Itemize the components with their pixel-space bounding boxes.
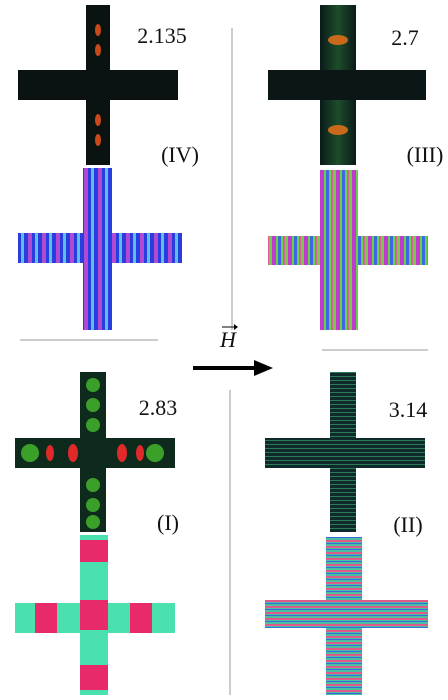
panel-i: 2.83 (I)	[15, 372, 179, 695]
cross-h	[268, 70, 426, 100]
panel-iii: 2.7 (III)	[268, 5, 443, 330]
panel-label: (I)	[157, 510, 179, 535]
cross-h	[265, 438, 425, 468]
panel-ii: 3.14 (II)	[265, 372, 428, 695]
cross-h	[18, 233, 182, 263]
panel-label: (III)	[407, 142, 444, 167]
panel-iv: 2.135 (IV)	[18, 5, 199, 330]
cross-h	[268, 236, 428, 265]
field-arrow: H	[193, 324, 273, 376]
figure: 2.135 (IV) 2.7 (III) 2.83 (I) 3.14 (II)	[0, 0, 448, 700]
field-label: H	[219, 327, 237, 352]
cross-h	[265, 600, 428, 628]
panel-value: 3.14	[389, 397, 428, 422]
panel-label: (II)	[393, 512, 422, 537]
panel-value: 2.83	[139, 395, 178, 420]
cross-h	[18, 70, 178, 100]
panel-label: (IV)	[161, 142, 199, 167]
panel-value: 2.135	[137, 23, 187, 48]
panel-value: 2.7	[391, 25, 419, 50]
